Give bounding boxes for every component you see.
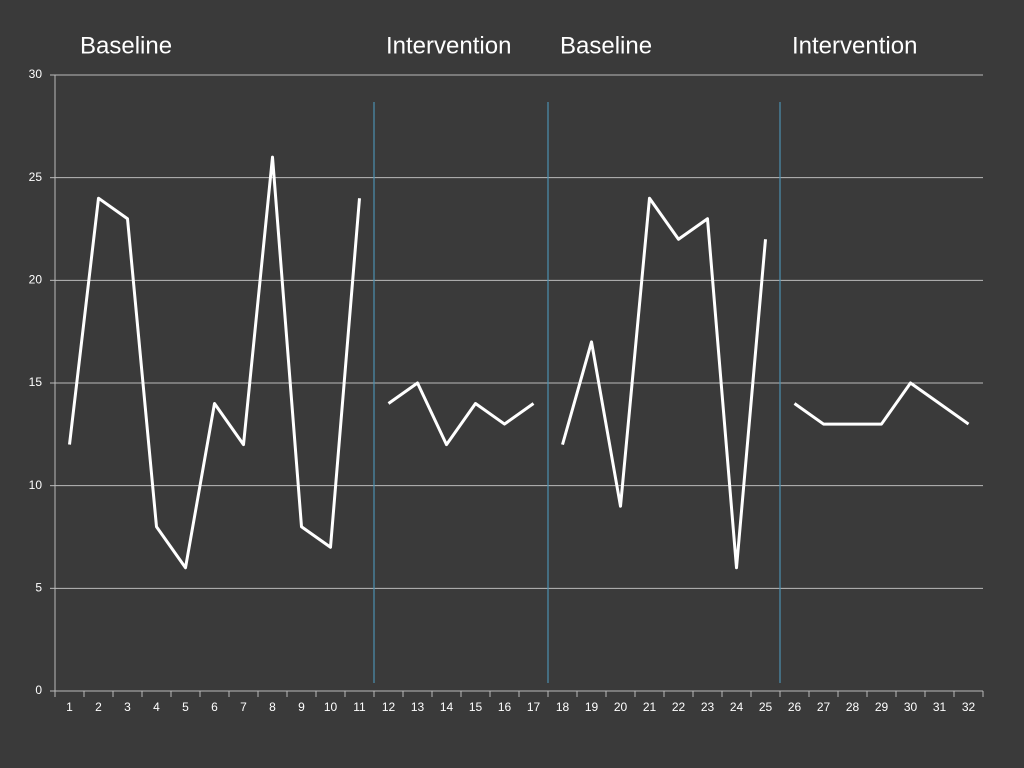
x-tick-label: 7 — [240, 700, 247, 714]
x-tick-label: 26 — [788, 700, 802, 714]
x-tick-label: 29 — [875, 700, 889, 714]
x-tick-label: 32 — [962, 700, 976, 714]
phase-label: Baseline — [560, 32, 652, 59]
x-tick-label: 5 — [182, 700, 189, 714]
data-line — [68, 155, 361, 570]
x-tick-label: 25 — [759, 700, 773, 714]
x-tick-label: 31 — [933, 700, 947, 714]
x-tick-label: 18 — [556, 700, 570, 714]
phase-label: Intervention — [792, 32, 917, 59]
y-tick-label: 15 — [29, 375, 43, 389]
x-tick-label: 6 — [211, 700, 218, 714]
x-tick-label: 23 — [701, 700, 715, 714]
x-tick-label: 3 — [124, 700, 131, 714]
x-tick-label: 12 — [382, 700, 396, 714]
y-tick-label: 20 — [29, 273, 43, 287]
y-tick-label: 25 — [29, 170, 43, 184]
x-tick-label: 17 — [527, 700, 541, 714]
x-tick-label: 1 — [66, 700, 73, 714]
data-line — [561, 196, 767, 570]
phase-label: Intervention — [386, 32, 511, 59]
x-tick-label: 20 — [614, 700, 628, 714]
x-tick-label: 10 — [324, 700, 338, 714]
data-line — [387, 381, 535, 447]
x-tick-label: 9 — [298, 700, 305, 714]
x-tick-label: 8 — [269, 700, 276, 714]
x-tick-label: 19 — [585, 700, 599, 714]
x-tick-label: 28 — [846, 700, 860, 714]
x-tick-label: 22 — [672, 700, 686, 714]
x-tick-label: 4 — [153, 700, 160, 714]
x-tick-label: 30 — [904, 700, 918, 714]
x-tick-label: 13 — [411, 700, 425, 714]
data-line — [793, 381, 970, 426]
x-tick-label: 2 — [95, 700, 102, 714]
y-tick-label: 10 — [29, 478, 43, 492]
phase-label: Baseline — [80, 32, 172, 59]
x-tick-label: 24 — [730, 700, 744, 714]
x-tick-label: 16 — [498, 700, 512, 714]
y-tick-label: 30 — [29, 67, 43, 81]
x-tick-label: 11 — [353, 700, 366, 714]
y-tick-label: 0 — [35, 683, 42, 697]
x-tick-label: 27 — [817, 700, 831, 714]
y-tick-label: 5 — [35, 581, 42, 595]
x-tick-label: 14 — [440, 700, 454, 714]
x-tick-label: 21 — [643, 700, 657, 714]
x-tick-label: 15 — [469, 700, 483, 714]
